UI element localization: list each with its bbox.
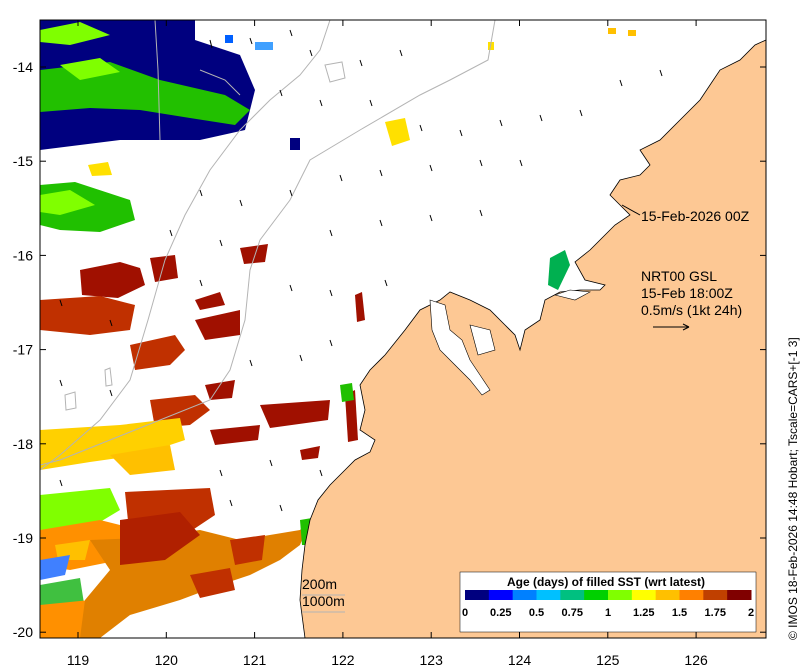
colorbar-swatch: [631, 590, 657, 600]
colorbar-swatch: [560, 590, 585, 600]
x-axis: 119 120 121 122 123 124 125 126: [67, 20, 708, 668]
colorbar-swatch: [655, 590, 680, 600]
colorbar-tick-label: 1.75: [705, 607, 726, 619]
x-tick-label: 122: [331, 652, 355, 668]
colorbar-swatch: [679, 590, 704, 600]
y-tick-label: -15: [13, 153, 33, 169]
x-tick-label: 126: [684, 652, 708, 668]
colorbar-swatch: [584, 590, 609, 600]
y-tick-label: -17: [13, 342, 33, 358]
scale-arrow: [653, 323, 690, 331]
colorbar-swatch: [608, 590, 633, 600]
colorbar-title: Age (days) of filled SST (wrt latest): [507, 575, 705, 589]
colorbar-tick-label: 1.25: [633, 607, 654, 619]
y-tick-label: -16: [13, 247, 33, 263]
colorbar-swatch: [488, 590, 514, 600]
current-label-line3: 0.5m/s (1kt 24h): [641, 302, 742, 318]
x-tick-label: 120: [155, 652, 179, 668]
isobath-1000-label: 1000m: [302, 593, 345, 609]
isobath-200-label: 200m: [302, 576, 337, 592]
colorbar-swatch: [703, 590, 728, 600]
colorbar-tick-label: 1.5: [672, 607, 687, 619]
colorbar-ticks: 0 0.25 0.5 0.75 1 1.25 1.5 1.75 2: [462, 607, 754, 619]
colorbar-swatch: [536, 590, 561, 600]
colorbar-box: [459, 571, 757, 633]
timestamp-label: 15-Feb-2026 00Z: [641, 208, 750, 224]
current-vectors: [59, 29, 663, 512]
y-tick-label: -18: [13, 436, 33, 452]
x-tick-label: 119: [67, 652, 90, 668]
y-axis: -14 -15 -16 -17 -18 -19 -20: [13, 59, 766, 640]
x-tick-label: 124: [508, 652, 532, 668]
isobath-lines: [40, 20, 496, 471]
colorbar-tick-label: 1: [605, 607, 611, 619]
colorbar-tick-label: 0.75: [562, 607, 583, 619]
x-tick-label: 121: [243, 652, 267, 668]
x-tick-label: 125: [596, 652, 620, 668]
y-tick-label: -19: [13, 530, 33, 546]
land-mass: [299, 20, 766, 638]
colorbar-swatch: [465, 590, 490, 600]
colorbar-tick-label: 0.5: [529, 607, 544, 619]
plot-frame: [39, 19, 767, 639]
y-tick-label: -20: [13, 624, 33, 640]
timestamp-pointer: [621, 204, 641, 216]
colorbar-swatch: [512, 590, 537, 600]
credit-text: © IMOS 18-Feb-2026 14:48 Hobart; Tscale=…: [786, 337, 800, 640]
current-label-line2: 15-Feb 18:00Z: [641, 285, 733, 301]
colorbar-tick-label: 0.25: [490, 607, 511, 619]
colorbar-swatch: [727, 590, 752, 600]
y-tick-label: -14: [13, 59, 33, 75]
colorbar-tick-label: 0: [462, 607, 468, 619]
colorbar-tick-label: 2: [748, 607, 754, 619]
colorbar-swatches: [465, 590, 752, 600]
x-tick-label: 123: [420, 652, 444, 668]
sst-patches: [40, 20, 752, 638]
current-label-line1: NRT00 GSL: [641, 268, 717, 284]
